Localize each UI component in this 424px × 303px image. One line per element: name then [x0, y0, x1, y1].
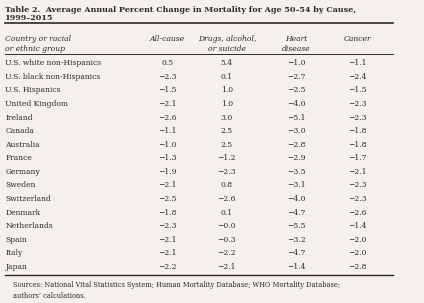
Text: Italy: Italy [6, 249, 22, 257]
Text: Japan: Japan [6, 263, 27, 271]
Text: 3.0: 3.0 [221, 114, 233, 122]
Text: −2.5: −2.5 [158, 195, 177, 203]
Text: −5.5: −5.5 [287, 222, 305, 230]
Text: U.S. black non-Hispanics: U.S. black non-Hispanics [6, 73, 100, 81]
Text: −1.0: −1.0 [158, 141, 177, 149]
Text: −2.1: −2.1 [158, 181, 177, 189]
Text: −1.4: −1.4 [287, 263, 305, 271]
Text: −1.9: −1.9 [158, 168, 177, 176]
Text: −0.3: −0.3 [218, 236, 236, 244]
Text: France: France [6, 154, 32, 162]
Text: −4.7: −4.7 [287, 209, 305, 217]
Text: −2.0: −2.0 [348, 249, 367, 257]
Text: Switzerland: Switzerland [6, 195, 51, 203]
Text: −3.0: −3.0 [287, 127, 305, 135]
Text: −2.5: −2.5 [287, 86, 305, 94]
Text: −2.0: −2.0 [348, 236, 367, 244]
Text: 1999–2015: 1999–2015 [6, 14, 54, 22]
Text: −5.1: −5.1 [287, 114, 305, 122]
Text: −1.3: −1.3 [158, 154, 177, 162]
Text: Sources: National Vital Statistics System; Human Mortality Database; WHO Mortali: Sources: National Vital Statistics Syste… [13, 281, 340, 300]
Text: −3.1: −3.1 [287, 181, 305, 189]
Text: 0.1: 0.1 [221, 73, 233, 81]
Text: −1.0: −1.0 [287, 59, 305, 67]
Text: −2.8: −2.8 [287, 141, 305, 149]
Text: Canada: Canada [6, 127, 34, 135]
Text: −2.3: −2.3 [158, 73, 177, 81]
Text: Germany: Germany [6, 168, 40, 176]
Text: −2.7: −2.7 [287, 73, 305, 81]
Text: Country or racial
or ethnic group: Country or racial or ethnic group [6, 35, 72, 53]
Text: −3.2: −3.2 [287, 236, 305, 244]
Text: Heart
disease: Heart disease [282, 35, 310, 53]
Text: −2.2: −2.2 [218, 249, 236, 257]
Text: −0.0: −0.0 [218, 222, 236, 230]
Text: 0.1: 0.1 [221, 209, 233, 217]
Text: Netherlands: Netherlands [6, 222, 53, 230]
Text: −2.6: −2.6 [348, 209, 367, 217]
Text: −2.8: −2.8 [348, 263, 367, 271]
Text: United Kingdom: United Kingdom [6, 100, 68, 108]
Text: −2.1: −2.1 [348, 168, 367, 176]
Text: −4.7: −4.7 [287, 249, 305, 257]
Text: Denmark: Denmark [6, 209, 40, 217]
Text: −1.1: −1.1 [158, 127, 177, 135]
Text: −2.2: −2.2 [158, 263, 177, 271]
Text: −2.4: −2.4 [348, 73, 367, 81]
Text: −3.5: −3.5 [287, 168, 305, 176]
Text: −1.2: −1.2 [218, 154, 236, 162]
Text: 2.5: 2.5 [221, 141, 233, 149]
Text: −2.3: −2.3 [158, 222, 177, 230]
Text: −2.3: −2.3 [348, 100, 367, 108]
Text: U.S. white non-Hispanics: U.S. white non-Hispanics [6, 59, 101, 67]
Text: −2.1: −2.1 [218, 263, 236, 271]
Text: Australia: Australia [6, 141, 40, 149]
Text: −1.5: −1.5 [158, 86, 177, 94]
Text: 0.8: 0.8 [221, 181, 233, 189]
Text: Drugs, alcohol,
or suicide: Drugs, alcohol, or suicide [198, 35, 256, 53]
Text: −2.3: −2.3 [348, 195, 367, 203]
Text: Sweden: Sweden [6, 181, 36, 189]
Text: −2.3: −2.3 [348, 114, 367, 122]
Text: −2.1: −2.1 [158, 236, 177, 244]
Text: Ireland: Ireland [6, 114, 33, 122]
Text: −2.9: −2.9 [287, 154, 305, 162]
Text: 2.5: 2.5 [221, 127, 233, 135]
Text: −1.7: −1.7 [348, 154, 367, 162]
Text: 5.4: 5.4 [221, 59, 233, 67]
Text: −2.3: −2.3 [218, 168, 236, 176]
Text: −2.3: −2.3 [348, 181, 367, 189]
Text: −1.5: −1.5 [348, 86, 367, 94]
Text: −1.8: −1.8 [158, 209, 177, 217]
Text: −1.1: −1.1 [348, 59, 367, 67]
Text: −2.1: −2.1 [158, 100, 177, 108]
Text: −1.4: −1.4 [348, 222, 367, 230]
Text: Table 2.  Average Annual Percent Change in Mortality for Age 50–54 by Cause,: Table 2. Average Annual Percent Change i… [6, 6, 356, 14]
Text: 1.0: 1.0 [221, 86, 233, 94]
Text: −1.8: −1.8 [348, 141, 367, 149]
Text: Spain: Spain [6, 236, 27, 244]
Text: −4.0: −4.0 [287, 195, 305, 203]
Text: Cancer: Cancer [343, 35, 371, 44]
Text: −1.8: −1.8 [348, 127, 367, 135]
Text: −2.1: −2.1 [158, 249, 177, 257]
Text: −2.6: −2.6 [158, 114, 177, 122]
Text: 1.0: 1.0 [221, 100, 233, 108]
Text: −4.0: −4.0 [287, 100, 305, 108]
Text: U.S. Hispanics: U.S. Hispanics [6, 86, 61, 94]
Text: All-cause: All-cause [150, 35, 185, 44]
Text: −2.6: −2.6 [218, 195, 236, 203]
Text: 0.5: 0.5 [162, 59, 173, 67]
